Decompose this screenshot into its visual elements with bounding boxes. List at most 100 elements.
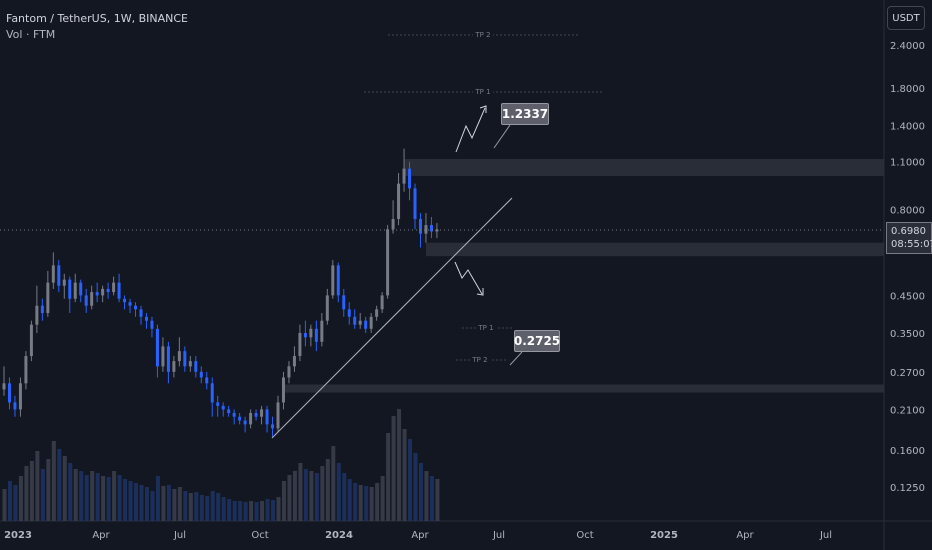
candle	[380, 292, 384, 314]
candle-body	[90, 292, 94, 306]
price-tick-label: 0.4500	[890, 291, 925, 302]
candle-body	[309, 328, 313, 338]
candle	[353, 309, 357, 329]
candle	[227, 405, 231, 417]
tp2-down-label: TP 2	[471, 356, 487, 364]
candle	[73, 273, 77, 303]
currency-button[interactable]: USDT	[887, 6, 925, 30]
candle-body	[386, 229, 390, 296]
candle	[413, 183, 417, 230]
candle-body	[413, 188, 417, 219]
volume-bar	[18, 476, 23, 521]
candle-body	[314, 328, 318, 342]
volume-bar	[336, 463, 341, 521]
candle-body	[95, 292, 99, 296]
volume-bar	[144, 487, 149, 521]
current-price-value: 0.6980	[891, 226, 926, 237]
candle	[314, 320, 318, 352]
bullish-path-arrow	[455, 107, 486, 153]
candle	[84, 288, 88, 314]
volume-bar	[375, 483, 380, 521]
volume-bar	[161, 486, 166, 521]
volume-bar	[106, 477, 111, 521]
volume-bar	[199, 495, 204, 521]
bar-countdown: 08:55:07	[891, 239, 932, 250]
bearish-path-arrow	[454, 261, 483, 295]
candle-body	[2, 383, 6, 390]
candle-body	[364, 320, 368, 329]
symbol-title[interactable]: Fantom / TetherUS, 1W, BINANCE	[6, 12, 188, 25]
volume-bar	[298, 463, 303, 521]
volume-bar	[309, 471, 314, 521]
downside-target-label[interactable]: 0.2725	[514, 330, 560, 352]
volume-bar	[281, 481, 286, 521]
candle-body	[161, 346, 165, 367]
volume-bar	[210, 491, 215, 521]
zone-resistance	[404, 159, 884, 176]
candle	[106, 282, 110, 299]
candle-body	[18, 383, 22, 410]
candle-body	[79, 282, 83, 296]
candle	[238, 413, 242, 425]
candle	[24, 351, 28, 390]
volume-bar	[150, 491, 155, 521]
volume-bar	[46, 459, 51, 521]
volume-legend[interactable]: Vol · FTM	[6, 28, 56, 41]
candle	[249, 409, 253, 429]
volume-bar	[397, 409, 402, 521]
candle-body	[35, 305, 39, 325]
candle-body	[408, 168, 412, 189]
symbol-legend: Fantom / TetherUS, 1W, BINANCE Vol · FTM	[6, 11, 188, 43]
bullish-arrowhead	[479, 105, 487, 113]
candle-body	[281, 377, 285, 403]
candle	[408, 161, 412, 201]
candle-body	[232, 413, 236, 417]
volume-bar	[84, 475, 89, 521]
volume-bar	[325, 459, 330, 521]
candle	[62, 273, 66, 299]
volume-bar	[172, 489, 177, 521]
volume-bar	[413, 453, 418, 521]
candle-body	[177, 351, 181, 362]
volume-bar	[194, 492, 199, 521]
candle-body	[51, 265, 55, 283]
time-tick-label: Apr	[411, 530, 429, 541]
candle-body	[391, 218, 395, 230]
upside-target-label[interactable]: 1.2337	[501, 103, 549, 125]
time-tick-label: Jul	[173, 530, 186, 541]
down-callout-pointer	[509, 351, 523, 366]
candle-body	[402, 168, 406, 184]
candle	[123, 295, 127, 310]
volume-bar	[117, 475, 122, 521]
volume-bar	[90, 471, 95, 521]
price-tick-label: 2.4000	[890, 41, 925, 52]
candle-body	[117, 282, 121, 299]
candle-body	[216, 402, 220, 406]
candle	[150, 316, 154, 338]
candle-body	[254, 413, 258, 417]
time-axis: 2023 Apr Jul Oct 2024 Apr Jul Oct 2025 Apr Jul	[4, 530, 832, 541]
candle	[429, 217, 433, 239]
tp2-up-label: TP 2	[474, 31, 490, 39]
candle-body	[139, 309, 143, 317]
candle-body	[298, 332, 302, 357]
candle	[199, 366, 203, 384]
candle	[292, 346, 296, 372]
volume-bar	[303, 469, 308, 521]
candle	[166, 341, 170, 384]
candle-body	[106, 288, 110, 293]
candle	[287, 361, 291, 384]
volume-bar	[139, 485, 144, 521]
volume-bar	[123, 479, 128, 521]
zone-lower-support	[284, 384, 884, 393]
candle	[320, 313, 324, 347]
price-tick-label: 1.8000	[890, 84, 925, 95]
candle	[68, 276, 72, 314]
candle	[391, 200, 395, 234]
candle-body	[418, 218, 422, 234]
volume-bar	[276, 497, 281, 521]
volume-bar	[205, 496, 210, 521]
candle-body	[353, 316, 357, 325]
volume-bar	[342, 473, 347, 521]
